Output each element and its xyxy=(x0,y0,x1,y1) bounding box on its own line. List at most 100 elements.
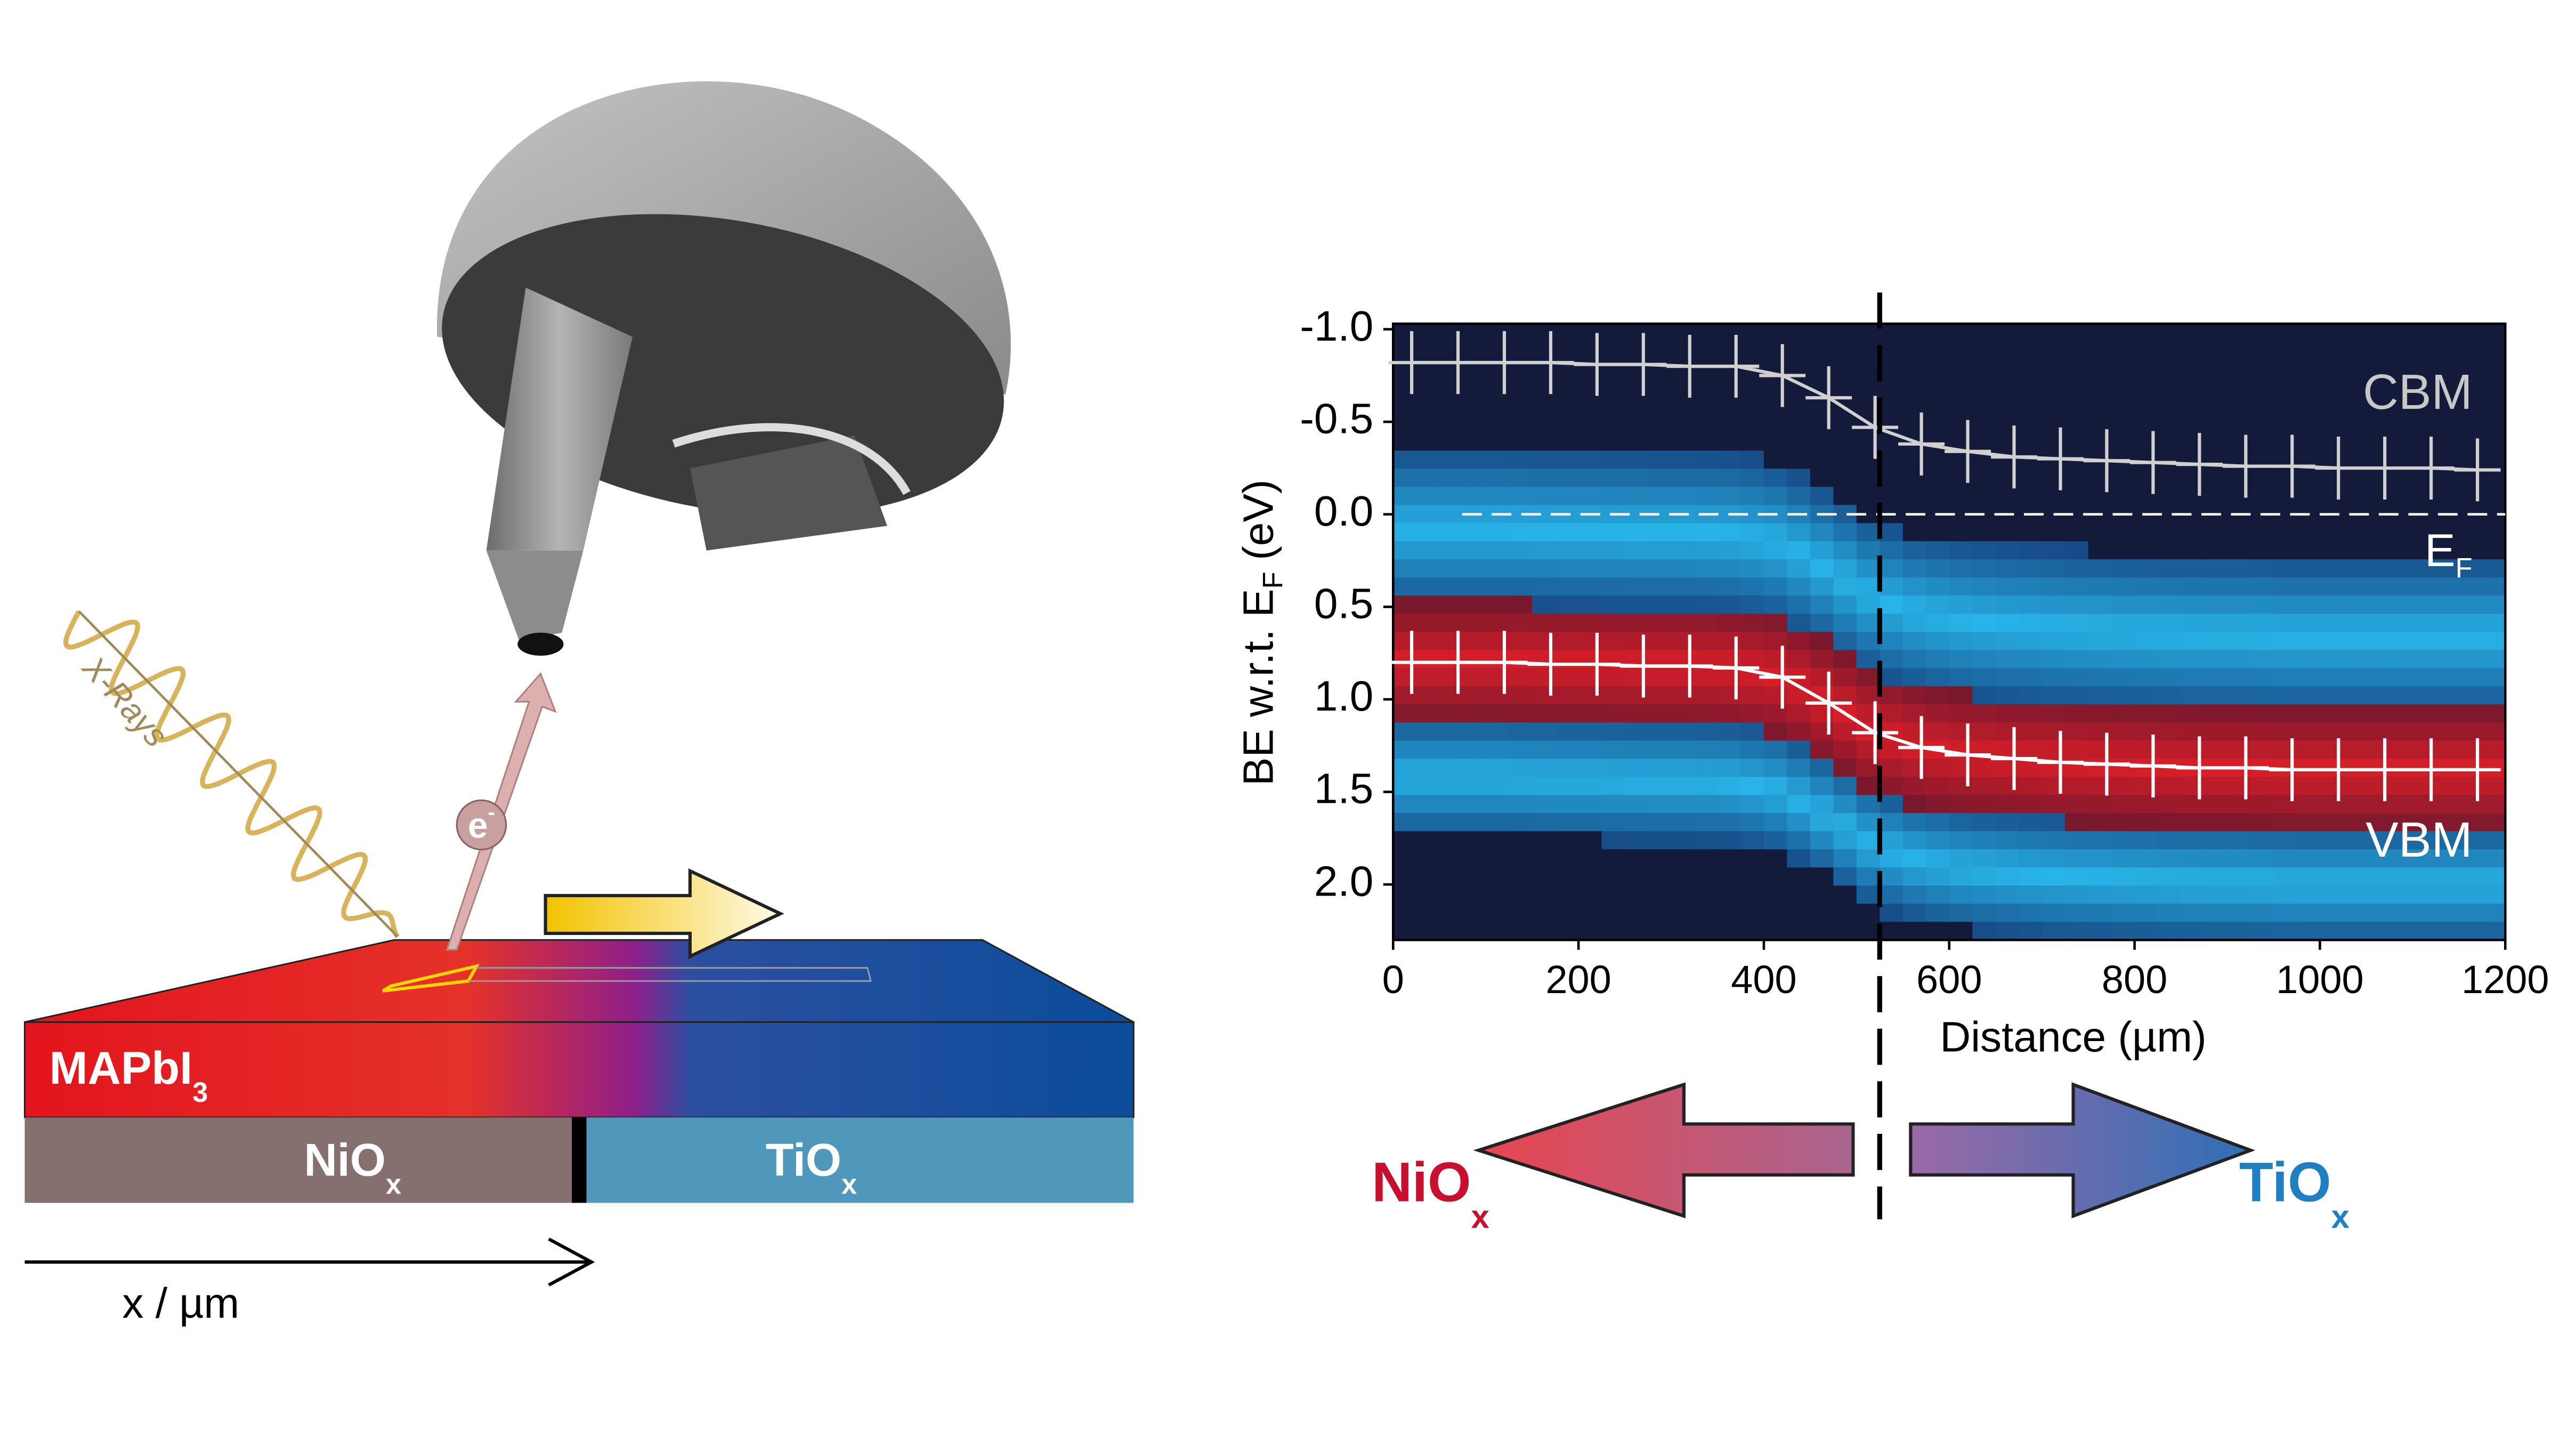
heatmap-cell xyxy=(1416,777,1440,796)
heatmap-cell xyxy=(1486,342,1510,361)
heatmap-cell xyxy=(1509,904,1533,923)
heatmap-cell xyxy=(1949,577,1973,596)
heatmap-cell xyxy=(2296,324,2321,343)
heatmap-cell xyxy=(2366,722,2391,741)
heatmap-cell xyxy=(1810,523,1834,542)
heatmap-cell xyxy=(1393,777,1417,796)
heatmap-cell xyxy=(1625,704,1649,723)
heatmap-cell xyxy=(2412,650,2437,669)
fermi-text: E xyxy=(2425,525,2456,576)
heatmap-cell xyxy=(1532,541,1557,560)
heatmap-cell xyxy=(1926,414,1950,433)
heatmap-cell xyxy=(2065,469,2089,488)
heatmap-cell xyxy=(2088,813,2112,832)
heatmap-cell xyxy=(2366,885,2391,905)
heatmap-cell xyxy=(1694,595,1719,615)
heatmap-cell xyxy=(2273,342,2298,361)
heatmap-cell xyxy=(1787,867,1811,886)
heatmap-cell xyxy=(1601,867,1626,886)
heatmap-cell xyxy=(2482,469,2506,488)
heatmap-cell xyxy=(1486,614,1510,633)
heatmap-cell xyxy=(2250,469,2275,488)
heatmap-cell xyxy=(2019,414,2043,433)
heatmap-cell xyxy=(2296,849,2321,868)
heatmap-cell xyxy=(1509,922,1533,941)
heatmap-cell xyxy=(1578,867,1603,886)
heatmap-cell xyxy=(2320,740,2344,760)
heatmap-cell xyxy=(1763,342,1788,361)
heatmap-cell xyxy=(1763,523,1788,542)
heatmap-cell xyxy=(1694,922,1719,941)
heatmap-cell xyxy=(2134,867,2159,886)
heatmap-cell xyxy=(2389,632,2413,651)
heatmap-cell xyxy=(2389,432,2413,452)
heatmap-cell xyxy=(1810,469,1834,488)
heatmap-cell xyxy=(1625,541,1649,560)
heatmap-cell xyxy=(2227,360,2251,379)
heatmap-cell xyxy=(1532,432,1557,452)
heatmap-cell xyxy=(2042,722,2066,741)
heatmap-cell xyxy=(1555,487,1579,506)
heatmap-cell xyxy=(1926,668,1950,687)
heatmap-cell xyxy=(1787,523,1811,542)
heatmap-cell xyxy=(2343,795,2367,814)
heatmap-cell xyxy=(2296,595,2321,615)
heatmap-cell xyxy=(1601,668,1626,687)
heatmap-cell xyxy=(2412,904,2437,923)
heatmap-cell xyxy=(2482,396,2506,415)
heatmap-cell xyxy=(1555,378,1579,397)
heatmap-cell xyxy=(2273,614,2298,633)
heatmap-cell xyxy=(2412,885,2437,905)
heatmap-cell xyxy=(2435,432,2460,452)
tio-layer xyxy=(586,1117,1134,1203)
heatmap-cell xyxy=(2181,450,2205,470)
heatmap-cell xyxy=(1902,849,1927,868)
heatmap-cell xyxy=(1717,614,1742,633)
heatmap-cell xyxy=(1462,740,1487,760)
heatmap-cell xyxy=(2296,668,2321,687)
heatmap-cell xyxy=(1486,740,1510,760)
y-tick-label: 0.0 xyxy=(1314,487,1373,535)
heatmap-cell xyxy=(1671,414,1696,433)
tio-sub: x xyxy=(841,1170,857,1200)
heatmap-cell xyxy=(1880,686,1904,705)
heatmap-cell xyxy=(2250,813,2275,832)
heatmap-cell xyxy=(1810,577,1834,596)
heatmap-cell xyxy=(1787,650,1811,669)
heatmap-cell xyxy=(2296,541,2321,560)
heatmap-cell xyxy=(1763,831,1788,850)
heatmap-cell xyxy=(2273,523,2298,542)
heatmap-cell xyxy=(1486,469,1510,488)
heatmap-cell xyxy=(1509,450,1533,470)
heatmap-cell xyxy=(1902,469,1927,488)
heatmap-cell xyxy=(1926,541,1950,560)
heatmap-cell xyxy=(1648,432,1672,452)
heatmap-cell xyxy=(2204,595,2229,615)
heatmap-cell xyxy=(1416,595,1440,615)
heatmap-cell xyxy=(2019,722,2043,741)
heatmap-cell xyxy=(1995,396,2020,415)
heatmap-cell xyxy=(1949,414,1973,433)
heatmap-cell xyxy=(2181,650,2205,669)
heatmap-cell xyxy=(2389,777,2413,796)
heatmap-cell xyxy=(1880,922,1904,941)
heatmap-cell xyxy=(2482,831,2506,850)
heatmap-cell xyxy=(1625,432,1649,452)
heatmap-cell xyxy=(2042,414,2066,433)
heatmap-cell xyxy=(2065,632,2089,651)
heatmap-cell xyxy=(2482,360,2506,379)
heatmap-cell xyxy=(2296,378,2321,397)
heatmap-cell xyxy=(1972,614,1997,633)
heatmap-cell xyxy=(1856,396,1881,415)
heatmap-cell xyxy=(2227,541,2251,560)
heatmap-cell xyxy=(2111,432,2136,452)
heatmap-cell xyxy=(2389,342,2413,361)
heatmap-cell xyxy=(2227,487,2251,506)
heatmap-cell xyxy=(1416,414,1440,433)
heatmap xyxy=(1393,324,2506,941)
heatmap-cell xyxy=(2435,650,2460,669)
heatmap-cell xyxy=(2158,378,2182,397)
heatmap-cell xyxy=(1995,686,2020,705)
heatmap-cell xyxy=(1393,396,1417,415)
heatmap-cell xyxy=(1439,777,1464,796)
